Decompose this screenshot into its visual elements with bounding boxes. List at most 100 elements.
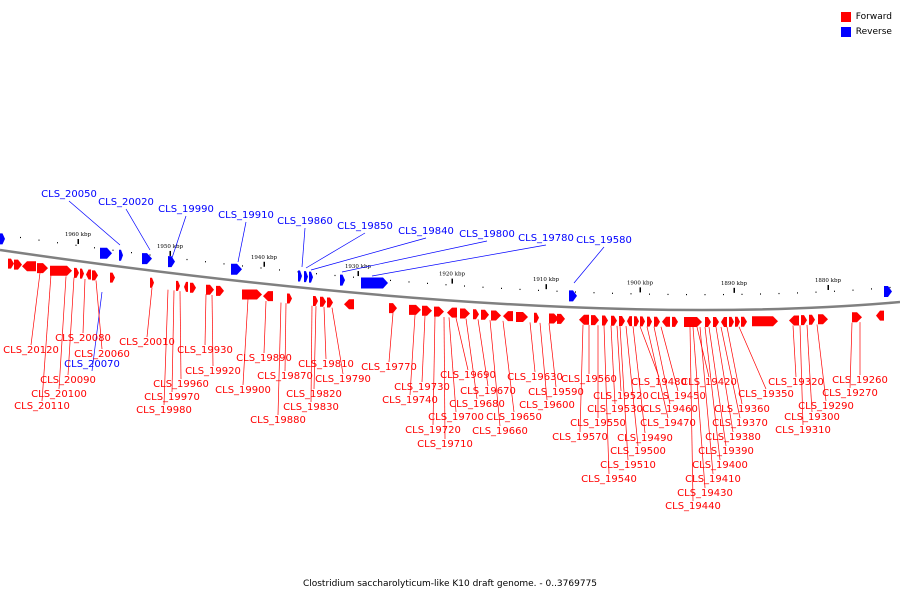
forward-leader-line: [163, 289, 169, 406]
scale-tick: [169, 250, 171, 256]
gene-forward: [634, 316, 639, 327]
forward-gene-label: CLS_19530: [587, 404, 643, 415]
gene-forward: [876, 310, 884, 321]
forward-leader-line: [653, 326, 671, 405]
scale-dot: [667, 293, 669, 296]
forward-gene-label: CLS_19820: [286, 389, 342, 400]
scale-tick: [545, 284, 547, 290]
gene-forward: [287, 293, 292, 304]
gene-forward: [721, 316, 727, 327]
forward-leader-line: [179, 291, 182, 380]
forward-leader-line: [331, 307, 344, 375]
gene-forward: [74, 267, 79, 278]
gene-reverse: [361, 277, 388, 289]
reverse-gene-label: CLS_19860: [277, 216, 333, 227]
forward-leader-line: [310, 305, 313, 403]
gene-forward: [647, 316, 652, 327]
forward-gene-label: CLS_19660: [472, 426, 528, 437]
gene-forward: [473, 309, 479, 320]
reverse-gene-label: CLS_20020: [98, 197, 154, 208]
scale-dot: [612, 292, 613, 294]
gene-forward: [672, 316, 678, 327]
forward-gene-label: CLS_19380: [705, 432, 761, 443]
forward-leader-line: [82, 278, 86, 334]
forward-gene-label: CLS_19590: [528, 387, 584, 398]
forward-gene-label: CLS_19370: [712, 418, 768, 429]
gene-forward: [741, 316, 747, 327]
gene-forward: [422, 305, 432, 316]
forward-leader-line: [263, 300, 267, 354]
map-caption: Clostridium saccharolyticum-like K10 dra…: [302, 579, 598, 589]
scale-tick: [827, 284, 829, 290]
gene-forward: [80, 268, 84, 279]
reverse-leader-line: [573, 246, 605, 284]
scale-dot: [75, 244, 77, 246]
gene-reverse: [884, 286, 892, 298]
scale-tick-label: 1940 kbp: [251, 255, 278, 261]
scale-tick-label: 1920 kbp: [439, 272, 466, 278]
scale-dot: [242, 265, 243, 267]
scale-dot: [538, 289, 539, 291]
forward-leader-line: [806, 324, 813, 413]
scale-dot: [20, 236, 21, 239]
reverse-leader-line: [125, 208, 151, 251]
scale-dot: [704, 294, 706, 296]
forward-gene-label: CLS_19360: [714, 404, 770, 415]
forward-leader-line: [284, 303, 287, 372]
forward-leader-line: [529, 322, 536, 373]
gene-forward: [176, 280, 180, 291]
forward-gene-label: CLS_19690: [440, 370, 496, 381]
forward-gene-label: CLS_19500: [610, 446, 666, 457]
reverse-leader-line: [237, 221, 247, 263]
gene-reverse: [340, 274, 345, 286]
gene-forward: [735, 316, 740, 327]
forward-gene-label: CLS_19710: [417, 439, 473, 450]
reverse-leader-line: [371, 244, 547, 277]
forward-gene-label: CLS_19390: [698, 446, 754, 457]
forward-leader-line: [409, 314, 416, 396]
gene-forward: [591, 315, 599, 326]
legend-label-reverse: Reverse: [855, 26, 892, 37]
scale-dot: [889, 286, 891, 289]
forward-leader-line: [211, 294, 214, 367]
gene-reverse: [168, 256, 175, 268]
gene-reverse: [304, 271, 308, 283]
gene-forward: [447, 307, 457, 318]
forward-gene-label: CLS_19350: [738, 389, 794, 400]
gene-forward: [190, 282, 196, 293]
legend-swatch-forward: [840, 11, 851, 22]
reverse-gene-label: CLS_19840: [398, 226, 454, 237]
forward-gene-label: CLS_19570: [552, 432, 608, 443]
forward-gene-label: CLS_19510: [600, 460, 656, 471]
forward-leader-line: [171, 290, 175, 393]
forward-gene-label: CLS_19440: [665, 501, 721, 512]
gene-reverse: [231, 263, 242, 275]
reverse-gene-label: CLS_19850: [337, 221, 393, 232]
reverse-leader-line: [301, 227, 306, 268]
scale-dot: [353, 276, 354, 278]
legend-item-forward: Forward: [840, 9, 892, 24]
scale-dot: [260, 267, 262, 269]
forward-leader-line: [632, 326, 646, 434]
scale-dot: [445, 284, 447, 286]
gene-forward: [409, 304, 421, 315]
forward-gene-label: CLS_20120: [3, 345, 59, 356]
reverse-leader-line: [91, 291, 103, 372]
forward-leader-line: [715, 326, 734, 433]
gene-forward: [389, 303, 397, 314]
gene-reverse: [100, 247, 112, 259]
gene-forward: [809, 314, 815, 325]
forward-leader-line: [388, 313, 394, 363]
gene-forward: [92, 270, 98, 281]
gene-forward: [460, 308, 470, 319]
forward-leader-line: [579, 324, 584, 433]
scale-dot: [630, 293, 632, 295]
scale-tick-label: 1960 kbp: [65, 232, 92, 238]
reverse-gene-label: CLS_20070: [64, 359, 120, 370]
forward-leader-line: [477, 319, 489, 387]
scale-tick-label: 1910 kbp: [533, 277, 560, 283]
forward-leader-line: [455, 317, 469, 371]
forward-gene-label: CLS_19830: [283, 402, 339, 413]
